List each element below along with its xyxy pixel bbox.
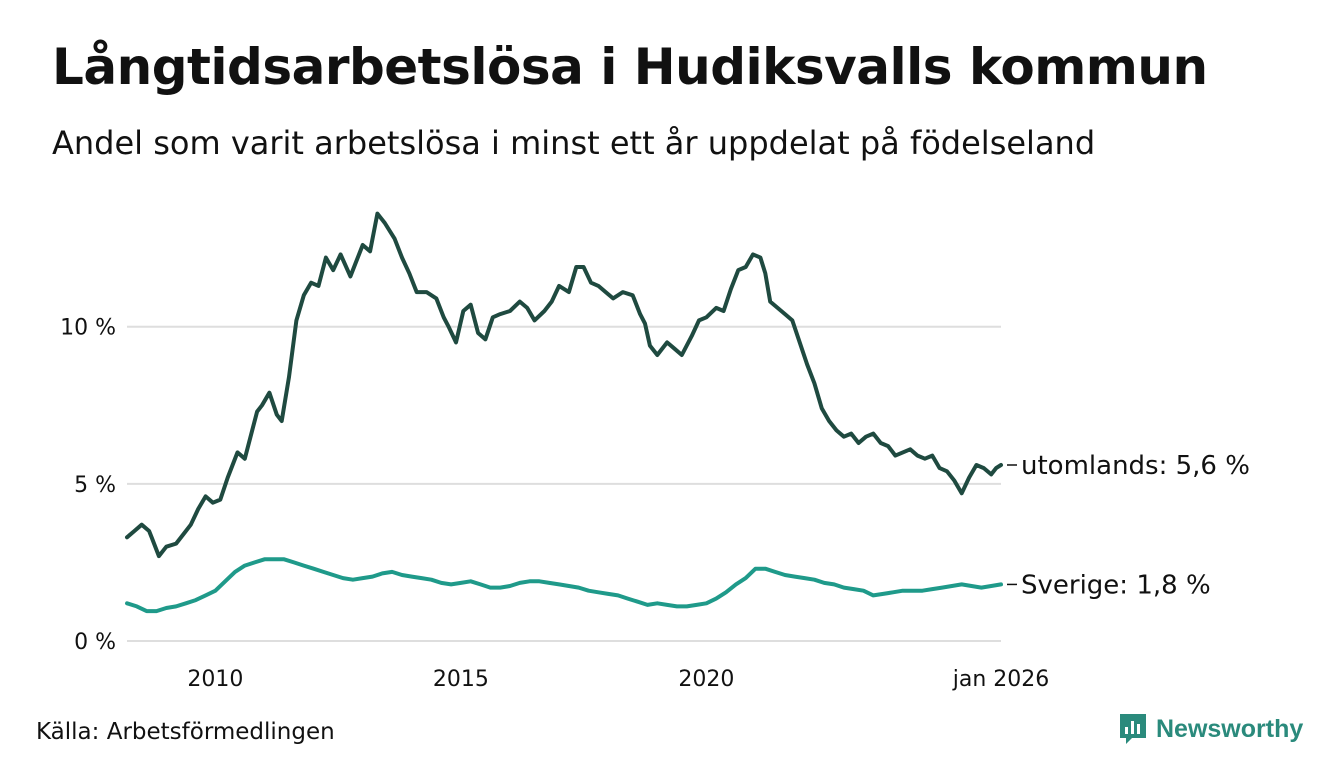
series-line-sverige (125, 557, 1003, 614)
series-end-label: Sverige: 1,8 % (1021, 570, 1211, 600)
newsworthy-icon (1120, 714, 1146, 744)
gridlines (127, 325, 1001, 642)
chart-subtitle: Andel som varit arbetslösa i minst ett å… (52, 124, 1096, 162)
x-tick-label: 2010 (187, 667, 243, 692)
series-line-utomlands (125, 211, 1003, 559)
series-end-label: utomlands: 5,6 % (1021, 451, 1250, 481)
x-tick-label: 2015 (433, 667, 489, 692)
y-tick-label: 0 % (74, 630, 116, 655)
chart-title: Långtidsarbetslösa i Hudiksvalls kommun (52, 38, 1208, 96)
x-tick-label: 2020 (678, 667, 734, 692)
series (125, 211, 1003, 614)
brand-name: Newsworthy (1156, 714, 1304, 743)
y-tick-label: 10 % (60, 316, 116, 341)
newsworthy-logo[interactable]: Newsworthy (1118, 712, 1303, 746)
y-tick-label: 5 % (74, 473, 116, 498)
axes: 0 % 5 % 10 % 2010 2015 2020 jan 2026 (60, 316, 1049, 692)
source-note: Källa: Arbetsförmedlingen (36, 719, 335, 745)
x-tick-label: jan 2026 (952, 667, 1050, 692)
series-labels: utomlands: 5,6 % Sverige: 1,8 % (1007, 451, 1250, 600)
